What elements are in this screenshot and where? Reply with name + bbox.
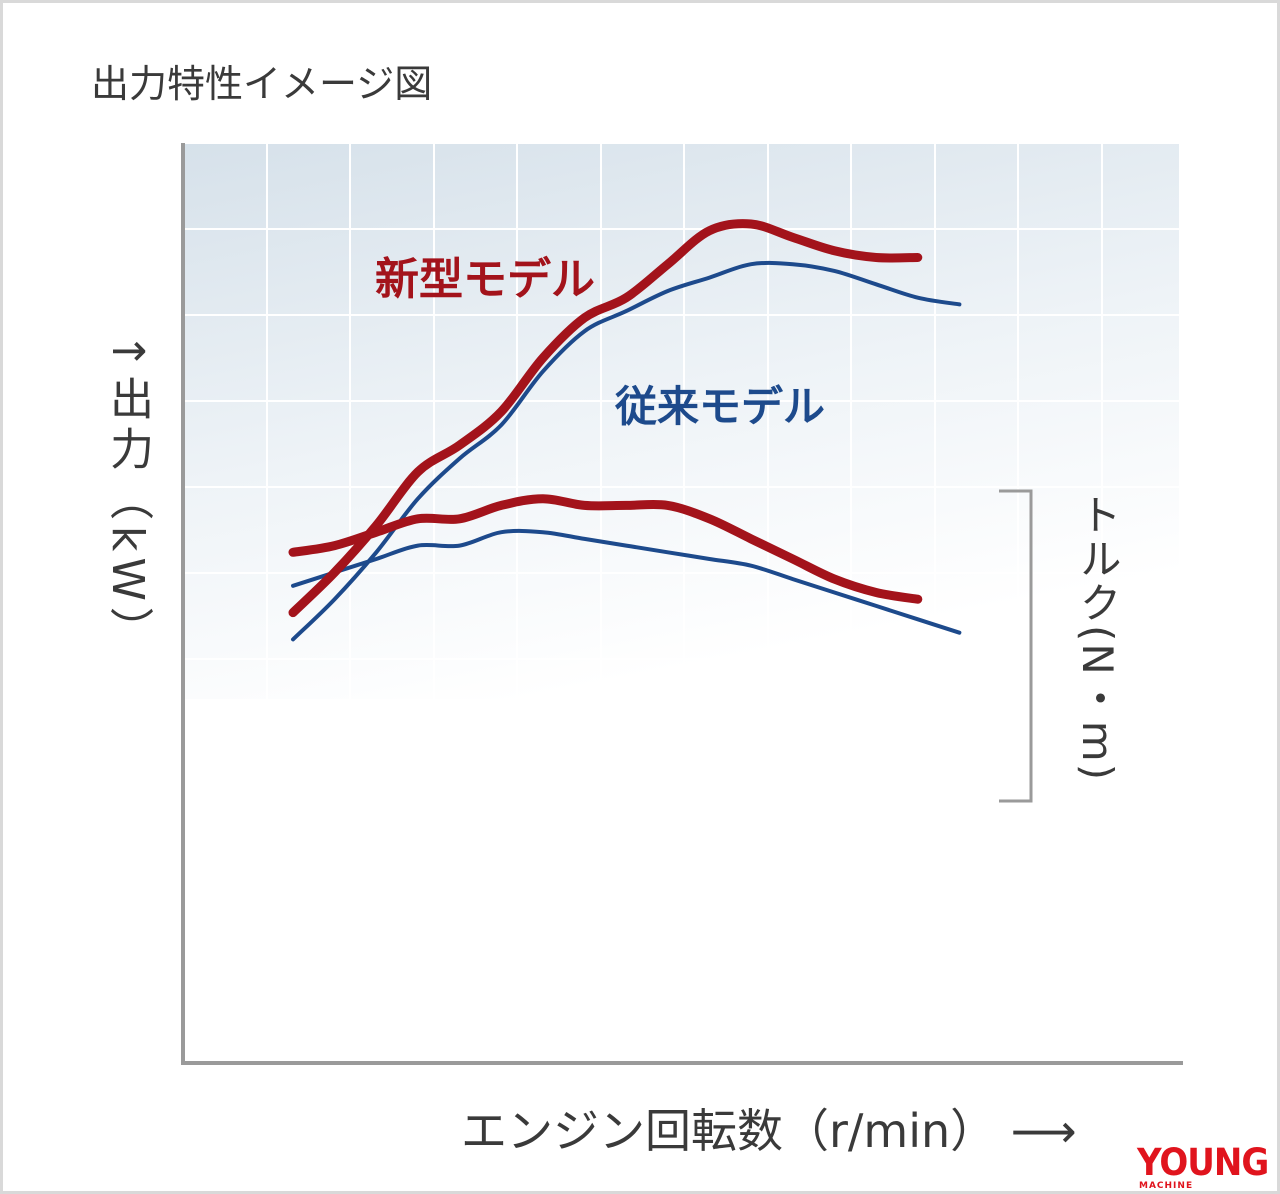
series-layer (288, 219, 962, 642)
series-line-new-torque (288, 494, 923, 604)
chart-svg (181, 142, 1183, 1065)
y-axis-arrow: ↑ (102, 333, 153, 376)
grid-lines (182, 142, 1179, 699)
series-line-old-power (291, 260, 962, 642)
axes (181, 143, 1183, 1065)
x-axis-label: エンジン回転数（r/min） ⟶ (461, 1095, 1077, 1161)
series-line-old-torque (291, 528, 962, 635)
y-axis-label-text: 出力（kW） (102, 375, 153, 657)
series-line-new-power (288, 219, 923, 618)
series-label-new-model: 新型モデル (375, 254, 595, 305)
torque-bracket (999, 489, 1033, 803)
young-machine-logo: YOUNG (1137, 1141, 1269, 1185)
torque-axis-label: トルク(N・m) (1073, 493, 1122, 783)
x-axis-arrow: ⟶ (1010, 1104, 1077, 1158)
x-axis-label-text: エンジン回転数（r/min） (461, 1104, 997, 1158)
series-label-old-model: 従来モデル (615, 382, 826, 431)
young-machine-logo-sub: MACHINE (1139, 1181, 1194, 1191)
chart-title: 出力特性イメージ図 (91, 62, 433, 106)
y-axis-label: ↑出力（kW） (95, 333, 159, 657)
torque-bracket-line (999, 489, 1033, 803)
